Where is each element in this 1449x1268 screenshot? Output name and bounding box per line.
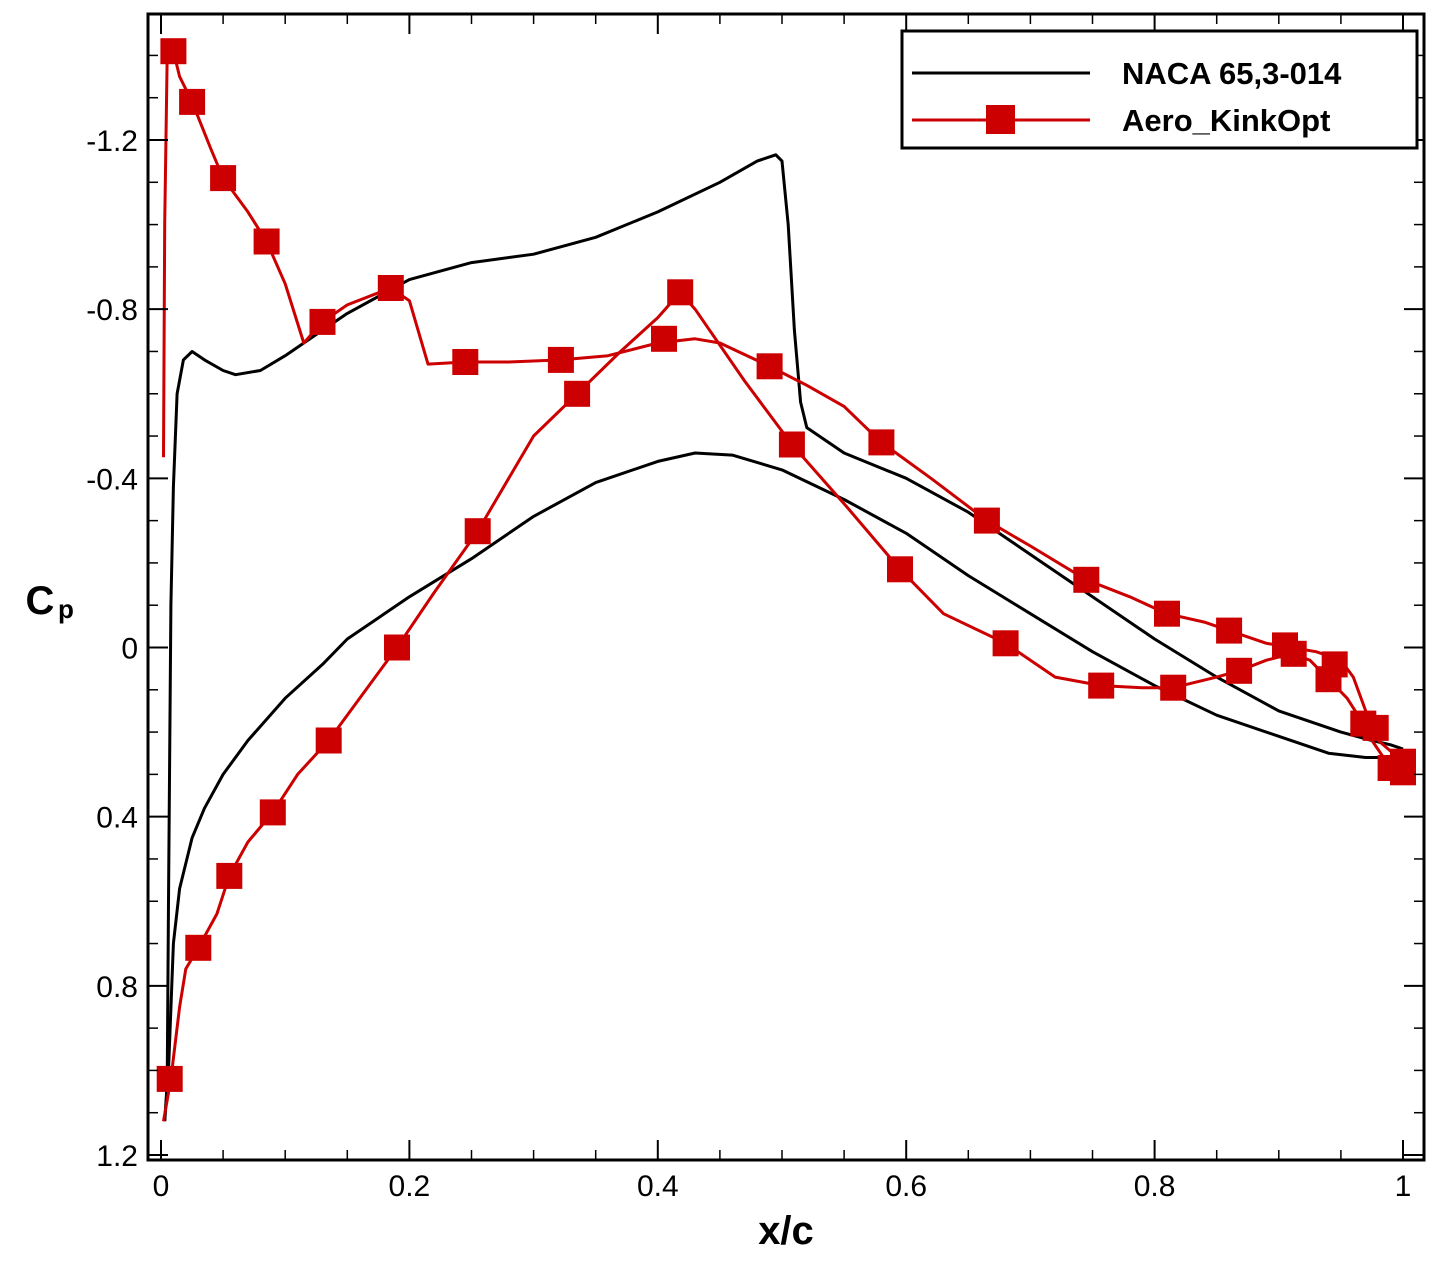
legend-label-aero: Aero_KinkOpt — [1122, 103, 1330, 138]
data-point-aero-24 — [377, 275, 404, 301]
data-point-aero-30 — [973, 507, 1000, 534]
data-point-aero-38 — [1390, 748, 1416, 775]
x-tick-label-5: 1 — [1395, 1170, 1412, 1203]
x-tick-label-4: 0.8 — [1134, 1170, 1176, 1203]
y-tick-label-3: 0 — [121, 633, 138, 666]
x-tick-label-0: 0 — [153, 1170, 170, 1203]
legend-marker-aero — [986, 105, 1015, 134]
data-point-aero-0 — [156, 1065, 183, 1092]
x-axis-title: x/c — [758, 1209, 814, 1253]
data-point-aero-11 — [992, 630, 1019, 657]
series-line-naca-lower — [163, 451, 1404, 1122]
data-point-aero-32 — [1154, 600, 1180, 627]
data-point-aero-27 — [651, 325, 677, 352]
data-point-aero-36 — [1321, 651, 1348, 678]
x-tick-label-1: 0.2 — [389, 1170, 431, 1203]
data-point-aero-9 — [778, 431, 805, 458]
x-tick-label-2: 0.4 — [637, 1170, 679, 1203]
y-axis-title-main: C — [26, 579, 55, 623]
data-point-aero-2 — [216, 862, 243, 889]
data-point-aero-4 — [315, 727, 342, 754]
y-tick-label-4: 0.4 — [96, 802, 138, 835]
y-tick-label-2: -0.4 — [86, 463, 138, 496]
data-point-aero-22 — [253, 228, 280, 255]
y-tick-label-5: 0.8 — [96, 971, 138, 1004]
data-point-aero-6 — [464, 518, 491, 545]
data-point-aero-23 — [309, 308, 336, 335]
data-point-aero-1 — [185, 934, 212, 961]
data-point-aero-37 — [1362, 714, 1389, 741]
data-point-aero-19 — [160, 38, 187, 65]
series-layer — [156, 38, 1416, 1122]
data-point-aero-21 — [210, 165, 237, 192]
data-point-aero-8 — [667, 279, 694, 306]
data-point-aero-29 — [868, 429, 895, 456]
data-point-aero-7 — [564, 380, 591, 407]
data-point-aero-31 — [1073, 566, 1100, 593]
data-point-aero-33 — [1216, 617, 1243, 644]
y-axis-title: C p — [26, 579, 74, 624]
y-tick-label-1: -0.8 — [86, 294, 138, 327]
axes-layer: 0 0.2 0.4 0.6 0.8 1 -1.2 -0.8 -0.4 0 0.4 0.8 1.2 — [86, 12, 1426, 1203]
y-tick-label-0: -1.2 — [86, 125, 138, 158]
data-point-aero-13 — [1160, 674, 1187, 701]
data-point-aero-20 — [179, 88, 206, 115]
legend-label-naca: NACA 65,3-014 — [1122, 56, 1342, 91]
y-tick-label-6: 1.2 — [96, 1140, 138, 1173]
data-point-aero-14 — [1226, 657, 1253, 684]
series-line-naca-upper — [163, 153, 1404, 1122]
plot-frame — [146, 12, 1426, 1162]
data-point-aero-28 — [756, 353, 783, 380]
data-point-aero-35 — [1280, 640, 1307, 667]
data-point-aero-25 — [452, 349, 479, 375]
data-point-aero-12 — [1088, 672, 1115, 699]
data-point-aero-10 — [887, 556, 913, 583]
data-point-aero-5 — [384, 634, 410, 661]
y-axis-title-subscript: p — [58, 594, 74, 624]
data-point-aero-26 — [547, 346, 574, 373]
data-point-aero-3 — [259, 799, 286, 826]
x-tick-label-3: 0.6 — [885, 1170, 927, 1203]
legend: NACA 65,3-014 Aero_KinkOpt — [900, 29, 1419, 150]
